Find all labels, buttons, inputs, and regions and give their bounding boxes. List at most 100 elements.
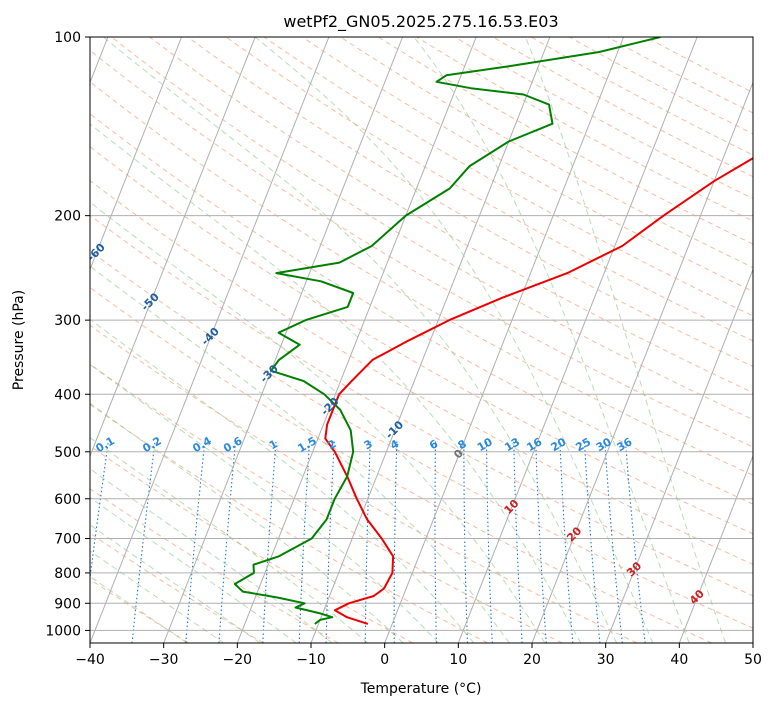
mixing-ratio-line (535, 441, 547, 643)
chart-title: wetPf2_GN05.2025.275.16.53.E03 (283, 12, 558, 32)
moist-adiabat (90, 496, 297, 643)
x-axis-label: Temperature (°C) (360, 681, 482, 697)
mixing-ratio-line (262, 441, 277, 643)
y-axis-label: Pressure (hPa) (11, 290, 27, 390)
isotherm-line (90, 37, 256, 458)
isotherms (90, 37, 753, 643)
x-tick-label: −40 (75, 652, 105, 668)
y-tick-label: 900 (54, 596, 81, 612)
dry-adiabat (302, 37, 753, 293)
isotherm-line (678, 454, 753, 643)
moist-adiabat (90, 318, 475, 643)
dry-adiabat (90, 49, 753, 448)
moist-adiabat (413, 37, 690, 643)
moist-adiabat (254, 37, 654, 643)
y-tick-label: 400 (54, 387, 81, 403)
isotherm-line (236, 37, 477, 643)
mixing-ratio-label: 3 (362, 437, 375, 452)
mixing-ratio-line (185, 441, 206, 643)
moist-adiabat (90, 550, 225, 643)
x-tick-label: 50 (744, 652, 762, 668)
moist-adiabat (90, 437, 369, 643)
plot-frame (89, 36, 754, 644)
y-axis: 100 200 300 400 500 600 700 800 900 1000 (45, 30, 90, 639)
mixing-ratio-line (131, 441, 156, 643)
moist-adiabat (90, 123, 582, 643)
moist-adiabat (90, 524, 261, 643)
temperature-profile-line (324, 157, 753, 625)
mixing-ratio-lines (90, 441, 646, 643)
mixing-ratio-label: 2 (325, 437, 338, 452)
dry-adiabat (149, 37, 753, 394)
x-tick-label: −30 (149, 652, 179, 668)
x-tick-label: −20 (223, 652, 253, 668)
y-tick-label: 1000 (45, 623, 81, 639)
isotherm-label: 40 (687, 587, 707, 607)
moist-adiabat (103, 37, 618, 643)
dry-adiabat (90, 81, 753, 476)
mixing-ratio-line (624, 441, 646, 643)
isotherm-line (531, 81, 753, 643)
dry-adiabat (90, 146, 753, 535)
isotherm-line (90, 37, 330, 643)
isotherm-line (384, 37, 625, 643)
mixing-ratio-line (485, 441, 493, 643)
mixing-ratio-line (364, 441, 371, 643)
mixing-ratio-line (583, 441, 601, 643)
isotherm-label: -40 (199, 325, 222, 348)
dry-adiabat (90, 578, 190, 643)
isotherm-line (90, 37, 183, 271)
isotherm-label: -30 (258, 362, 281, 385)
series-layer (233, 37, 753, 625)
x-tick-label: 0 (380, 652, 389, 668)
dry-adiabat (492, 37, 753, 178)
moist-adiabat (90, 575, 188, 643)
mixing-ratio-line (325, 441, 335, 643)
moist-adiabat (90, 201, 546, 643)
y-tick-label: 300 (54, 313, 81, 329)
dry-adiabat (90, 250, 753, 629)
x-axis: −40 −30 −20 −10 0 10 20 30 40 50 (75, 643, 762, 668)
dry-adiabat (90, 179, 753, 565)
dry-adiabat (90, 286, 712, 643)
isotherm-label: 30 (624, 559, 644, 579)
y-tick-label: 200 (54, 209, 81, 225)
dry-adiabat (90, 363, 563, 643)
dry-adiabat (90, 532, 264, 643)
moist-adiabat (90, 265, 510, 643)
y-tick-label: 500 (54, 445, 81, 461)
dry-adiabat (187, 37, 753, 368)
isotherm-line (605, 267, 753, 643)
mixing-ratio-line (90, 441, 109, 583)
isotherm-label: -50 (139, 290, 162, 313)
dry-adiabat (90, 403, 488, 643)
dewpoint-profile-line (233, 37, 661, 625)
mixing-ratio-line (463, 441, 469, 643)
dry-adiabat (645, 37, 753, 94)
mixing-ratio-line (604, 441, 623, 643)
dry-adiabat (225, 37, 753, 342)
y-tick-label: 800 (54, 566, 81, 582)
dry-adiabat (90, 214, 753, 597)
moist-adiabat (525, 37, 727, 643)
isotherm-label: -70 (32, 187, 55, 210)
y-tick-label: 700 (54, 532, 81, 548)
y-tick-label: 600 (54, 492, 81, 508)
isobars (90, 37, 753, 631)
x-tick-label: 20 (523, 652, 541, 668)
dry-adiabats (90, 37, 753, 643)
x-tick-label: 40 (670, 652, 688, 668)
isotherm-label: 20 (564, 524, 584, 544)
mixing-ratio-line (434, 441, 437, 643)
isotherm-line (163, 37, 404, 643)
dry-adiabat (340, 37, 753, 269)
mixing-ratio-line (218, 441, 237, 643)
isotherm-line (752, 641, 753, 643)
isotherm-line (310, 37, 551, 643)
dry-adiabat (569, 37, 753, 135)
dry-adiabat (416, 37, 753, 222)
x-tick-label: 30 (597, 652, 615, 668)
mixing-ratio-line (559, 441, 574, 643)
